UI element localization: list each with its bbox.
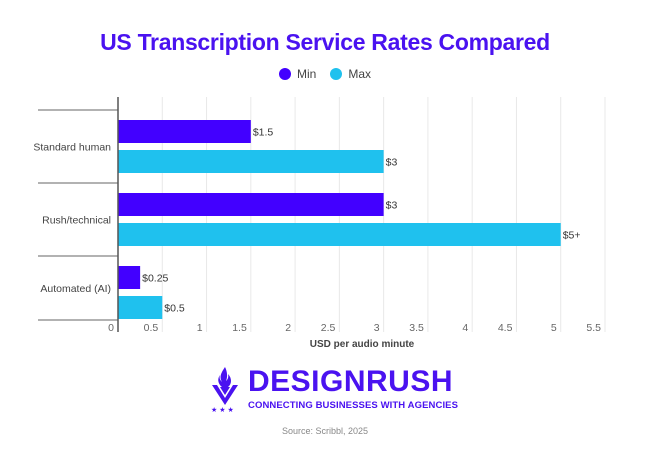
- bar-min: [118, 120, 251, 143]
- category-label: Automated (AI): [40, 283, 111, 295]
- bar-min: [118, 266, 141, 289]
- legend-label-max: Max: [348, 67, 371, 81]
- x-tick-label: 1.5: [232, 322, 247, 334]
- data-label: $1.5: [253, 127, 274, 139]
- data-label: $0.5: [164, 303, 185, 315]
- x-tick-label: 0.5: [144, 322, 159, 334]
- designrush-logo: ★ ★ ★ DESIGNRUSH CONNECTING BUSINESSES W…: [210, 365, 459, 414]
- bar-min: [118, 193, 384, 216]
- legend-swatch-max: [330, 68, 343, 80]
- bar-max: [118, 296, 163, 319]
- data-label: $5+: [563, 230, 581, 242]
- bar-max: [118, 150, 384, 173]
- x-axis-label: USD per audio minute: [310, 339, 415, 350]
- svg-text:★ ★ ★: ★ ★ ★: [211, 406, 234, 413]
- legend-label-min: Min: [296, 67, 317, 81]
- chart-plot: Standard human $1.5 $3 Rush/technical $3 $5+ A…: [33, 97, 606, 350]
- x-tick-label: 2: [285, 322, 291, 334]
- category-label: Rush/technical: [42, 215, 111, 227]
- legend-item-min: Min: [278, 67, 317, 81]
- category-label: Standard human: [33, 142, 111, 154]
- brand-tagline: CONNECTING BUSINESSES WITH AGENCIES: [248, 400, 459, 411]
- x-tick-label: 4: [462, 322, 468, 334]
- x-tick-label: 3.5: [409, 322, 424, 334]
- data-label: $3: [386, 157, 398, 169]
- x-tick-label: 2.5: [321, 322, 336, 334]
- chart-title: US Transcription Service Rates Compared: [100, 29, 550, 55]
- legend-item-max: Max: [330, 67, 371, 81]
- data-label: $3: [386, 200, 398, 212]
- x-tick-label: 5.5: [586, 322, 601, 334]
- bar-max: [118, 223, 561, 246]
- x-tick-label: 3: [374, 322, 380, 334]
- legend-swatch-min: [278, 68, 291, 80]
- data-label: $0.25: [142, 273, 168, 285]
- brand-name: DESIGNRUSH: [248, 365, 454, 398]
- source-note: Source: Scribbl, 2025: [281, 426, 369, 436]
- legend: Min Max: [0, 67, 650, 81]
- x-tick-label: 0: [108, 322, 114, 334]
- x-tick-label: 1: [197, 322, 203, 334]
- x-tick-label: 5: [551, 322, 557, 334]
- designrush-emblem-icon: ★ ★ ★: [211, 367, 238, 413]
- x-tick-label: 4.5: [498, 322, 513, 334]
